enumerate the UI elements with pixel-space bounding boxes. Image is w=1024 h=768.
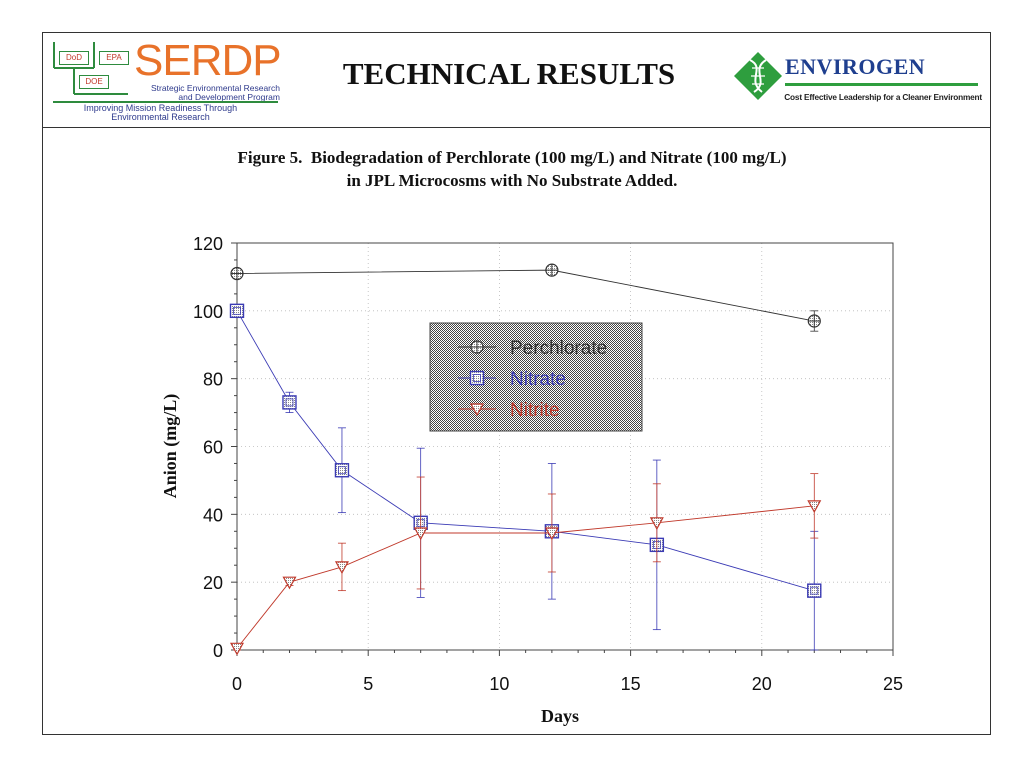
y-tick-label: 40: [203, 505, 223, 525]
x-tick-label: 15: [621, 674, 641, 694]
legend: Perchlorate Nitrate Nitrite: [429, 322, 643, 432]
legend-label-perchlorate: Perchlorate: [510, 338, 607, 359]
nitrite-point: [807, 500, 822, 514]
doe-box: DOE: [79, 75, 109, 89]
series-layer: [229, 263, 822, 656]
nitrite-point: [413, 527, 428, 541]
x-axis-label: Days: [541, 706, 579, 726]
perchlorate-point: [545, 263, 559, 277]
y-tick-label: 80: [203, 370, 223, 390]
y-tick-label: 120: [193, 234, 223, 254]
envirogen-tagline: Cost Effective Leadership for a Cleaner …: [784, 92, 982, 102]
header-divider: [42, 127, 991, 128]
y-tick-label: 20: [203, 573, 223, 593]
envirogen-rule: [785, 83, 978, 86]
nitrite-point: [229, 642, 245, 656]
serdp-subtitle: Strategic Environmental Research and Dev…: [128, 84, 280, 102]
figure-caption-line1: Figure 5. Biodegradation of Perchlorate …: [237, 148, 787, 167]
serdp-rule: [53, 101, 278, 103]
serdp-logo-mark: [53, 42, 128, 95]
legend-box: [429, 322, 643, 432]
legend-marker-nitrite: [469, 403, 485, 417]
envirogen-diamond-icon: [734, 52, 782, 100]
y-tick-label: 60: [203, 438, 223, 458]
epa-box: EPA: [99, 51, 129, 65]
nitrite-point: [544, 527, 559, 541]
serdp-subtitle-line2: and Development Program: [178, 92, 280, 102]
y-tick-label: 100: [193, 302, 223, 322]
x-tick-label: 25: [883, 674, 903, 694]
perchlorate-line: [236, 269, 815, 322]
legend-label-nitrite: Nitrite: [510, 400, 560, 421]
serdp-wordmark: SERDP: [134, 36, 282, 85]
legend-marker-perchlorate: [470, 340, 484, 354]
x-tick-label: 20: [752, 674, 772, 694]
nitrite-point: [649, 517, 664, 531]
envirogen-wordmark: ENVIROGEN: [785, 54, 926, 79]
nitrate-point: [229, 303, 245, 319]
serdp-tagline-line1: Improving Mission Readiness Through: [83, 103, 238, 113]
nitrite-point: [282, 576, 297, 590]
nitrate-point: [282, 395, 297, 410]
perchlorate-point: [230, 266, 244, 281]
grid-layer: [237, 243, 893, 650]
serdp-logo: DoD EPA DOE SERDP Strategic Environmenta…: [48, 38, 288, 123]
nitrate-point: [807, 583, 822, 598]
x-tick-label: 5: [363, 674, 373, 694]
nitrite-line: [236, 505, 815, 649]
nitrate-point: [334, 463, 350, 478]
serdp-tagline-line2: Environmental Research: [111, 112, 210, 122]
perchlorate-point: [807, 314, 821, 328]
page-title: TECHNICAL RESULTS: [342, 56, 676, 91]
legend-marker-nitrate: [469, 370, 485, 386]
slide-frame: [42, 32, 991, 735]
nitrite-point: [334, 561, 349, 575]
y-tick-label: 0: [213, 641, 223, 661]
axes-layer: 0 5 10 15 20 25 0 20 40 60 80 100 120: [193, 234, 903, 694]
x-tick-label: 10: [489, 674, 509, 694]
envirogen-logo: ENVIROGEN Cost Effective Leadership for …: [732, 48, 984, 108]
x-tick-label: 0: [232, 674, 242, 694]
serdp-tagline: Improving Mission Readiness Through Envi…: [53, 104, 268, 122]
y-axis-label: Anion (mg/L): [160, 394, 181, 499]
figure-caption: Figure 5. Biodegradation of Perchlorate …: [60, 146, 964, 192]
figure-caption-line2: in JPL Microcosms with No Substrate Adde…: [346, 171, 678, 190]
serdp-subtitle-line1: Strategic Environmental Research: [151, 83, 280, 93]
legend-label-nitrate: Nitrate: [510, 369, 566, 390]
dod-box: DoD: [59, 51, 89, 65]
